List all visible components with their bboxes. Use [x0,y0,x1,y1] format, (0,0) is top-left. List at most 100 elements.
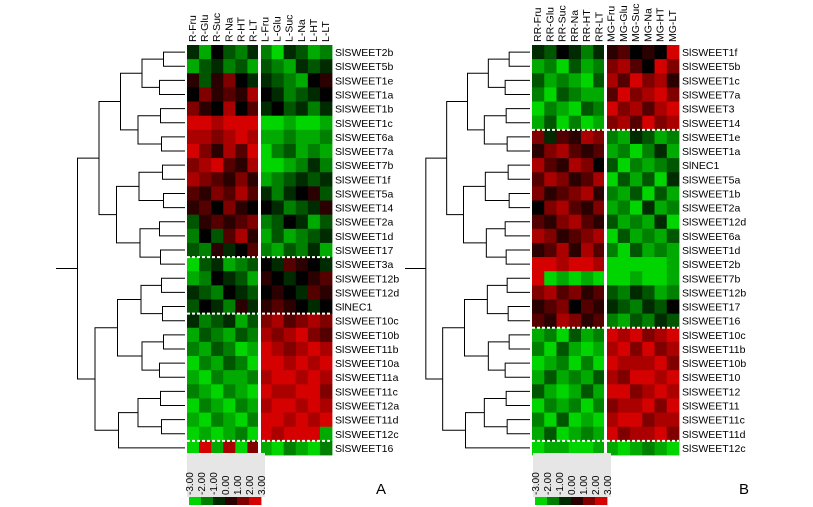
heatmap-cell [617,45,631,60]
heatmap-cell [295,356,309,371]
legend-tick-label: 2.00 [245,475,256,495]
heatmap-cell [307,172,321,187]
heatmap-cell [544,257,557,272]
column-label: L-Glu [272,16,284,42]
heatmap-cell [199,271,212,286]
heatmap-cell [642,228,655,244]
heatmap-cell [247,384,260,399]
heatmap-cell [223,45,236,60]
heatmap-cell [319,214,333,230]
heatmap-cell [568,299,582,315]
heatmap-cell [187,158,200,173]
heatmap-cell [211,228,224,244]
heatmap-cell [271,327,285,343]
heatmap-cell [199,299,212,315]
heatmap-cell [581,172,594,187]
heatmap-cell [568,271,582,286]
heatmap-cell [319,384,333,399]
heatmap-cell [593,101,606,117]
column-label: RR-HT [581,9,593,42]
heatmap-cell [642,73,655,88]
heatmap-cell [617,370,631,385]
heatmap-cell [605,59,619,74]
heatmap-cell [283,73,297,88]
heatmap-cell [283,313,297,329]
dendrogram-branch [118,412,185,449]
heatmap-cell [283,327,297,343]
heatmap-cell [223,73,236,88]
row-label: SlSWEET12c [335,429,399,441]
heatmap-cell [187,257,200,272]
heatmap-cell [187,129,200,145]
heatmap-cell [283,257,297,272]
heatmap-cell [307,285,321,300]
heatmap-cell [271,214,285,230]
heatmap-cell [319,143,333,159]
dendrogram-branch [98,101,121,216]
heatmap-cell [271,370,285,385]
heatmap-cell [283,143,297,159]
heatmap-cell [568,384,582,399]
heatmap-cell [187,313,200,329]
column-separator [258,45,261,455]
heatmap-cell [319,115,333,131]
heatmap-cell [271,73,285,88]
heatmap-cell [666,327,680,343]
heatmap-cell [307,101,321,117]
heatmap-cell [187,45,200,60]
row-label: SlSWEET1c [682,75,740,87]
heatmap-cell [295,200,309,216]
row-label: SlSWEET1e [335,75,394,87]
heatmap-cell [581,115,594,131]
heatmap-cell [544,370,557,385]
legend-background [533,453,611,497]
row-label: SlSWEET10 [682,372,741,384]
heatmap-cell [247,73,260,88]
heatmap-cell [187,87,200,102]
row-label: SlSWEET1a [682,146,741,158]
heatmap-cell [319,45,333,60]
heatmap-cell [630,87,643,102]
heatmap-cell [271,228,285,244]
heatmap-cell [630,327,643,343]
heatmap-cell [295,101,309,117]
heatmap-cell [568,158,582,173]
row-label: SlNEC1 [682,160,720,172]
heatmap-cell [235,214,248,230]
heatmap-cell [556,59,570,74]
heatmap-cell [630,242,643,258]
heatmap-cell [187,143,200,159]
heatmap-cell [307,271,321,286]
heatmap-cell [666,73,680,88]
heatmap-cell [568,257,582,272]
heatmap-cell [295,45,309,60]
heatmap-cell [271,257,285,272]
heatmap-cell [544,172,557,187]
dendrogram-branch [117,298,142,357]
heatmap-cell [642,143,655,159]
heatmap-cell [199,313,212,329]
heatmap-cell [319,299,333,315]
heatmap-cell [581,73,594,88]
dendrogram-branch [485,228,507,258]
heatmap-cell [247,370,260,385]
legend-tick-label: -2.00 [543,472,554,495]
heatmap-cell [568,356,582,371]
heatmap-cell [642,87,655,102]
heatmap-cell [617,158,631,173]
heatmap-cell [235,271,248,286]
heatmap-cell [199,172,212,187]
heatmap-cell [654,87,668,102]
heatmap-cell [187,115,200,131]
heatmap-cell [271,440,285,456]
row-label: SlSWEET14 [335,203,394,215]
legend-swatch [237,497,250,505]
dendrogram-branch [160,390,185,407]
heatmap-cell [283,214,297,230]
heatmap-cell [211,285,224,300]
heatmap-cell [544,327,557,343]
heatmap-cell [666,341,680,357]
heatmap-cell [605,412,619,428]
column-label: MG-Na [642,8,654,42]
heatmap-cell [630,398,643,413]
